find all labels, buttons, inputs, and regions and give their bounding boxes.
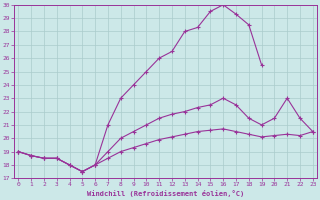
- X-axis label: Windchill (Refroidissement éolien,°C): Windchill (Refroidissement éolien,°C): [87, 190, 244, 197]
